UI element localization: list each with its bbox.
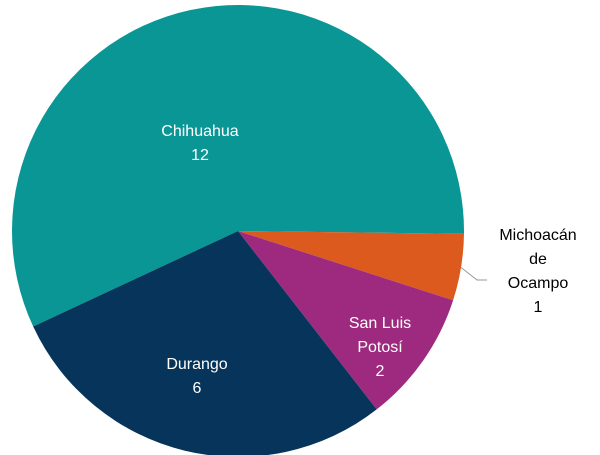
- pie-slice: [33, 231, 377, 455]
- slice-label: Michoacán de Ocampo: [499, 227, 576, 292]
- pie-slice: [238, 231, 464, 301]
- slice-value: 12: [191, 147, 209, 164]
- slice-value: 6: [193, 380, 202, 397]
- pie-slice: [238, 231, 454, 410]
- slice-value: 1: [534, 299, 543, 316]
- slice-label: San Luis Potosí: [349, 315, 411, 356]
- slice-label: Durango: [166, 356, 227, 373]
- slice-value: 2: [376, 363, 385, 380]
- leader-line: [460, 267, 488, 281]
- pie-slice: [12, 5, 465, 327]
- slice-label: Chihuahua: [161, 123, 239, 140]
